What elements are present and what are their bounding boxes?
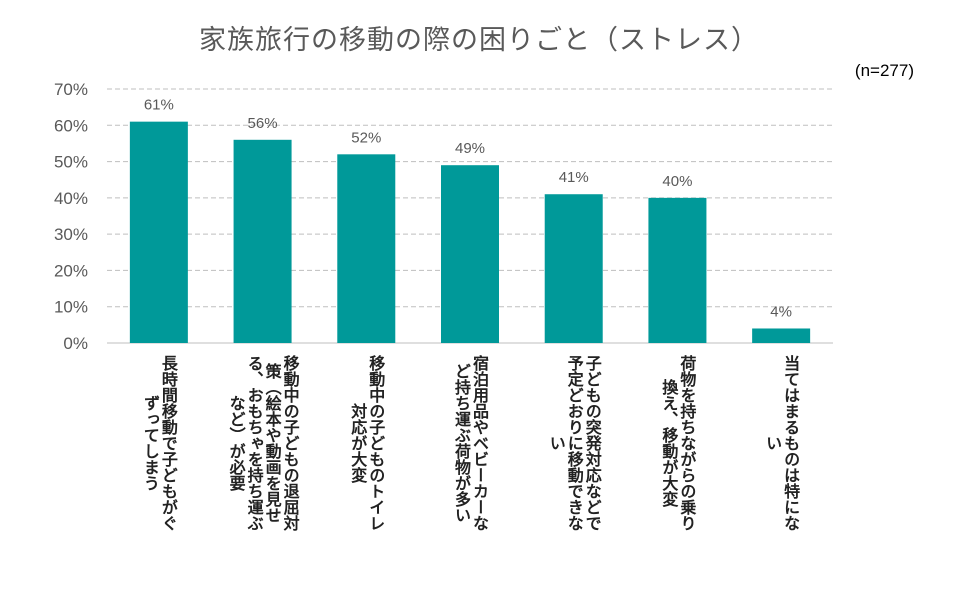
bar bbox=[337, 154, 396, 343]
x-category-label: 宿泊用品やベビーカーなど持ち運ぶ荷物が多い bbox=[452, 354, 489, 531]
y-tick-label: 0% bbox=[63, 334, 88, 353]
y-tick-label: 50% bbox=[54, 153, 88, 172]
data-label: 61% bbox=[144, 97, 174, 114]
bar bbox=[441, 165, 499, 343]
bar bbox=[544, 194, 603, 343]
y-tick-label: 20% bbox=[54, 261, 88, 280]
y-tick-label: 60% bbox=[54, 116, 88, 135]
x-category-label: 子どもの突発対応などで予定どおりに移動できない bbox=[546, 354, 602, 531]
data-label: 4% bbox=[770, 303, 792, 320]
data-label: 41% bbox=[559, 169, 589, 186]
x-category-label: 荷物を持ちながらの乗り換え、移動が大変 bbox=[659, 354, 697, 531]
data-label: 40% bbox=[662, 173, 692, 190]
x-category-label: 移動中の子どものトイレ対応が大変 bbox=[348, 354, 386, 531]
sample-size-note: (n=277) bbox=[854, 61, 914, 80]
y-tick-label: 70% bbox=[54, 80, 88, 99]
chart-title: 家族旅行の移動の際の困りごと（ストレス） bbox=[199, 25, 759, 56]
data-label: 52% bbox=[351, 129, 381, 146]
x-category-label: 長時間移動で子どもがぐずってしまう bbox=[140, 354, 178, 531]
bar bbox=[129, 121, 188, 344]
data-label: 49% bbox=[455, 140, 485, 157]
bar bbox=[233, 139, 292, 343]
x-category-label: 当てはまるものは特にない bbox=[763, 354, 801, 531]
x-category-label: 移動中の子どもの退屈対策（絵本や動画を見せる、おもちゃを持ち運ぶなど）が必要 bbox=[226, 354, 300, 531]
y-tick-label: 10% bbox=[54, 298, 88, 317]
bar bbox=[752, 328, 811, 343]
data-label: 56% bbox=[248, 115, 278, 132]
y-tick-label: 30% bbox=[54, 225, 88, 244]
y-tick-label: 40% bbox=[54, 189, 88, 208]
bar bbox=[648, 197, 707, 343]
